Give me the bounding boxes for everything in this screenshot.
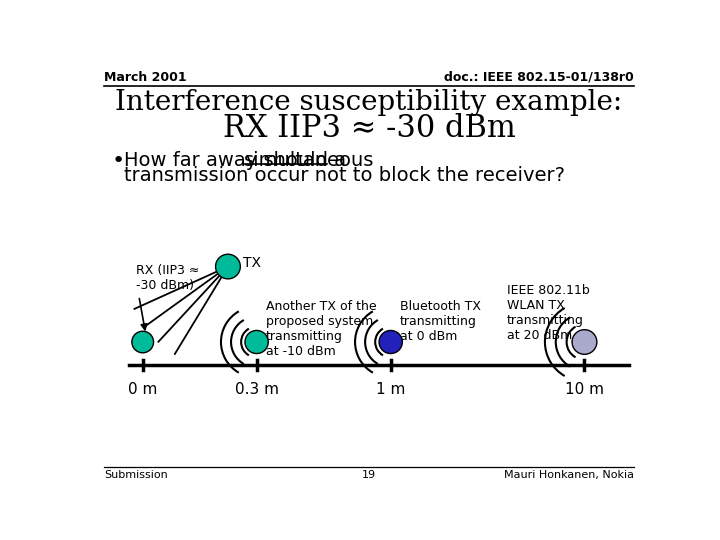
Text: 19: 19 (362, 470, 376, 480)
Text: Mauri Honkanen, Nokia: Mauri Honkanen, Nokia (504, 470, 634, 480)
Text: Another TX of the
proposed system
transmitting
at -10 dBm: Another TX of the proposed system transm… (266, 300, 377, 357)
Text: doc.: IEEE 802.15-01/138r0: doc.: IEEE 802.15-01/138r0 (444, 71, 634, 84)
Text: How far away should a: How far away should a (124, 151, 353, 170)
Circle shape (245, 330, 269, 354)
Circle shape (132, 331, 153, 353)
Text: Bluetooth TX
transmitting
at 0 dBm: Bluetooth TX transmitting at 0 dBm (400, 300, 481, 343)
Text: RX (IIP3 ≈
-30 dBm): RX (IIP3 ≈ -30 dBm) (137, 264, 200, 292)
Text: •: • (112, 151, 125, 171)
Text: 10 m: 10 m (565, 382, 604, 397)
Text: Submission: Submission (104, 470, 168, 480)
Text: simultaneous: simultaneous (244, 151, 374, 170)
Text: 0 m: 0 m (128, 382, 158, 397)
Text: 0.3 m: 0.3 m (235, 382, 279, 397)
Text: March 2001: March 2001 (104, 71, 186, 84)
Text: Interference susceptibility example:: Interference susceptibility example: (115, 90, 623, 117)
Text: 1 m: 1 m (376, 382, 405, 397)
Text: TX: TX (243, 256, 261, 271)
Circle shape (379, 330, 402, 354)
Circle shape (572, 330, 597, 354)
Circle shape (215, 254, 240, 279)
Text: IEEE 802.11b
WLAN TX
transmitting
at 20 dBm: IEEE 802.11b WLAN TX transmitting at 20 … (507, 284, 590, 342)
Text: transmission occur not to block the receiver?: transmission occur not to block the rece… (124, 166, 565, 185)
Text: RX IIP3 ≈ -30 dBm: RX IIP3 ≈ -30 dBm (222, 112, 516, 144)
